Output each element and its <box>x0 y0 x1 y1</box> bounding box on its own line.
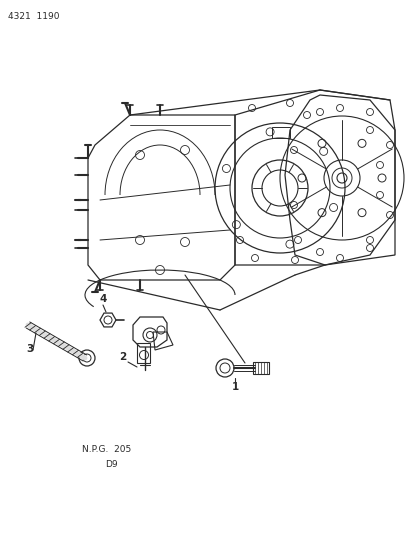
Text: 4: 4 <box>99 294 106 304</box>
Text: D9: D9 <box>105 460 117 469</box>
Text: 3: 3 <box>26 344 34 354</box>
Text: 2: 2 <box>119 352 126 362</box>
Text: N.P.G.  205: N.P.G. 205 <box>82 445 131 454</box>
Text: 4321  1190: 4321 1190 <box>8 12 59 21</box>
Text: 1: 1 <box>231 382 238 392</box>
